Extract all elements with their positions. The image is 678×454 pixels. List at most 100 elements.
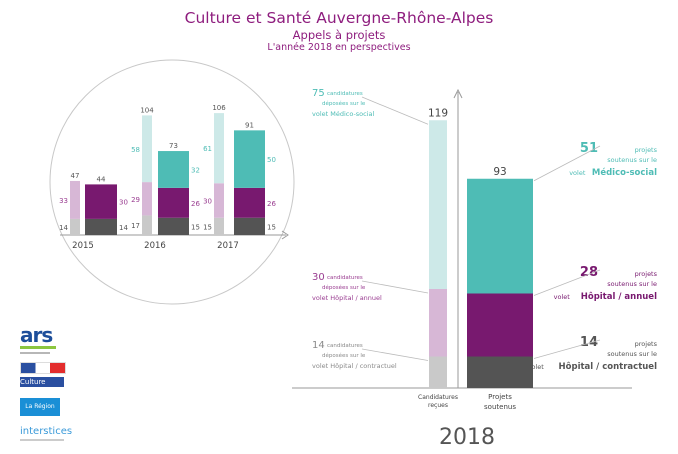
page-subtitle: Appels à projets bbox=[292, 28, 386, 42]
annotation-right-word: projets bbox=[635, 340, 658, 348]
history-bar-supported-medico bbox=[158, 151, 189, 188]
history-bar-received-hopital bbox=[70, 180, 80, 219]
page-subtitle-2: L'année 2018 en perspectives bbox=[267, 42, 411, 53]
bar-supported-hopital bbox=[467, 293, 533, 357]
annotation-right-name: Hôpital / annuel bbox=[581, 291, 657, 302]
history-label-supported-hopital: 26 bbox=[267, 200, 276, 208]
history-total-supported: 91 bbox=[245, 121, 254, 129]
xlabel-supported-1: Projets bbox=[488, 393, 512, 401]
axis-y-arrow bbox=[453, 88, 463, 99]
xlabel-received-1: Candidatures bbox=[418, 394, 458, 401]
history-bar-supported-hopital bbox=[234, 187, 265, 218]
history-year-label: 2015 bbox=[72, 241, 94, 251]
history-bar-received-contract bbox=[142, 215, 152, 235]
annotation-right-leader bbox=[533, 269, 601, 296]
annotation-right-number: 51 bbox=[580, 141, 598, 156]
annotation-left-number: 30 bbox=[312, 272, 325, 283]
history-label-received-hopital: 29 bbox=[131, 196, 140, 204]
ars-logo-text: ars bbox=[20, 323, 53, 347]
annotation-right-line2: soutenus sur le bbox=[607, 350, 657, 358]
history-bar-supported-contract bbox=[234, 217, 265, 235]
bar-received-hopital bbox=[429, 289, 447, 357]
page-title: Culture et Santé Auvergne-Rhône-Alpes bbox=[184, 9, 494, 27]
history-total-received: 106 bbox=[212, 104, 226, 112]
interstices-logo-text: interstices bbox=[20, 426, 73, 437]
annotation-left-line3: volet Hôpital / annuel bbox=[312, 294, 382, 302]
annotation-right-leader bbox=[533, 145, 601, 182]
history-bar-received-medico bbox=[142, 115, 152, 183]
history-label-supported-medico: 32 bbox=[191, 166, 200, 174]
history-label-received-hopital: 33 bbox=[59, 197, 68, 205]
bar-supported-contract bbox=[467, 356, 533, 388]
history-total-received: 104 bbox=[140, 106, 154, 114]
culture-logo: Culture bbox=[20, 362, 66, 387]
history-label-received-hopital: 30 bbox=[203, 198, 212, 206]
annotation-right-number: 14 bbox=[580, 335, 598, 350]
annotation-left-line2: déposées sur le bbox=[322, 100, 366, 107]
history-axis-arrow bbox=[281, 230, 289, 240]
bar-total-received: 119 bbox=[428, 107, 448, 119]
history-label-received-medico: 61 bbox=[203, 145, 212, 153]
annotation-right-word: projets bbox=[635, 270, 658, 278]
history-circle bbox=[49, 59, 295, 305]
bar-received-medico bbox=[429, 120, 447, 289]
history-label-supported-contract: 14 bbox=[119, 224, 128, 232]
history-bar-received-hopital bbox=[142, 182, 152, 216]
annotation-left-line1: candidatures bbox=[327, 343, 363, 349]
history-label-supported-hopital: 26 bbox=[191, 200, 200, 208]
history-total-supported: 44 bbox=[97, 175, 106, 183]
history-bar-supported-contract bbox=[85, 218, 117, 235]
annotation-left-line1: candidatures bbox=[327, 91, 363, 97]
annotation-right-line2: soutenus sur le bbox=[607, 156, 657, 164]
history-year-label: 2017 bbox=[217, 241, 239, 251]
annotation-right-volet: volet bbox=[528, 363, 545, 371]
ars-logo: ars bbox=[20, 325, 56, 354]
history-bar-received-contract bbox=[70, 218, 80, 235]
xlabel-supported-2: soutenus bbox=[484, 403, 516, 411]
annotation-right-name: Hôpital / contractuel bbox=[559, 361, 658, 372]
annotation-right-volet: volet bbox=[569, 169, 586, 177]
history-total-supported: 73 bbox=[169, 142, 178, 150]
history-total-received: 47 bbox=[71, 172, 80, 180]
history-chart: 14 33 47 14 30 44 2015 17 29 58 104 15 26 32 73 2016 15 3… bbox=[49, 59, 295, 305]
interstices-logo: interstices bbox=[20, 426, 72, 441]
history-label-supported-hopital: 30 bbox=[119, 199, 128, 207]
history-label-supported-medico: 50 bbox=[267, 156, 276, 164]
history-label-received-contract: 17 bbox=[131, 222, 140, 230]
history-bar-supported-hopital bbox=[158, 187, 189, 218]
history-label-received-contract: 15 bbox=[203, 223, 212, 231]
history-label-supported-contract: 15 bbox=[191, 223, 200, 231]
history-bar-received-contract bbox=[214, 217, 224, 235]
annotation-left-number: 14 bbox=[312, 340, 325, 351]
annotation-left-number: 75 bbox=[312, 88, 325, 99]
annotation-left-line1: candidatures bbox=[327, 275, 363, 281]
history-label-received-medico: 58 bbox=[131, 146, 140, 154]
annotation-right-line2: soutenus sur le bbox=[607, 280, 657, 288]
history-bar-supported-hopital bbox=[85, 184, 117, 219]
annotation-right-word: projets bbox=[635, 146, 658, 154]
annotation-left-line3: volet Médico-social bbox=[312, 110, 375, 118]
annotation-left-leader bbox=[361, 348, 429, 361]
annotation-right-volet: volet bbox=[554, 293, 571, 301]
bar-received-contract bbox=[429, 356, 447, 388]
annotation-right-number: 28 bbox=[580, 265, 598, 280]
history-bar-received-hopital bbox=[214, 183, 224, 218]
annotation-left-leader bbox=[361, 96, 429, 125]
annotation-left-line2: déposées sur le bbox=[322, 352, 366, 359]
chart-year-title: 2018 bbox=[439, 425, 495, 450]
xlabel-received-2: reçues bbox=[428, 402, 448, 409]
history-bar-received-medico bbox=[214, 113, 224, 184]
history-bar-supported-medico bbox=[234, 130, 265, 188]
history-label-received-contract: 14 bbox=[59, 224, 68, 232]
culture-logo-text: Culture bbox=[20, 377, 64, 387]
region-logo-text: La Région bbox=[20, 398, 60, 416]
region-logo: La Région bbox=[20, 398, 60, 416]
history-year-label: 2016 bbox=[144, 241, 166, 251]
annotation-right-leader bbox=[533, 339, 601, 359]
annotation-right-name: Médico-social bbox=[592, 167, 657, 178]
bar-supported-medico bbox=[467, 178, 533, 294]
history-bar-supported-contract bbox=[158, 217, 189, 235]
annotation-left-line2: déposées sur le bbox=[322, 284, 366, 291]
